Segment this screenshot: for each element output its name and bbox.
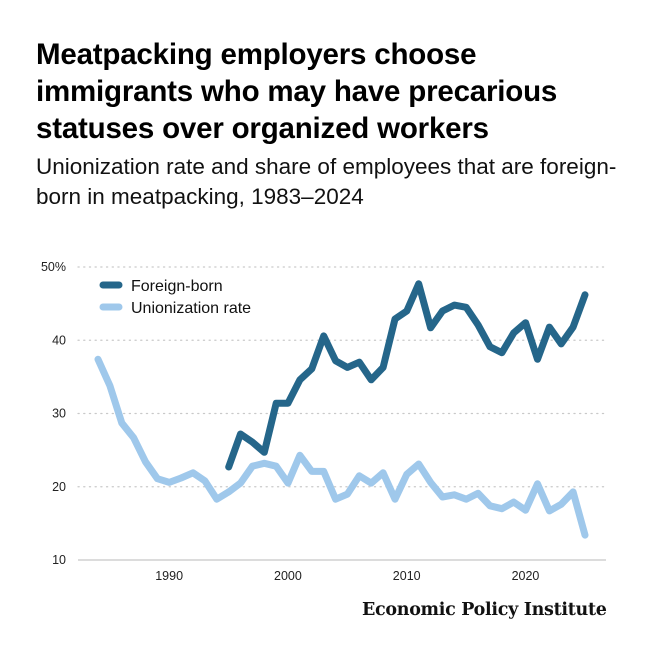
legend: Foreign-born Unionization rate bbox=[99, 278, 251, 317]
y-tick-label: 30 bbox=[52, 407, 66, 421]
publisher-logo: Economic Policy Institute bbox=[362, 600, 607, 620]
x-axis-ticks: 1990 2000 2010 2020 bbox=[155, 569, 539, 583]
y-tick-label: 50% bbox=[41, 260, 66, 274]
series-line-foreign-born bbox=[225, 280, 589, 471]
series-lines bbox=[94, 280, 589, 539]
y-tick-label: 40 bbox=[52, 333, 66, 347]
series-line-unionization-rate bbox=[94, 355, 589, 539]
x-tick-label: 2020 bbox=[512, 569, 540, 583]
chart-title: Meatpacking employers choose immigrants … bbox=[36, 38, 558, 145]
y-axis-ticks: 10 20 30 40 50% bbox=[41, 260, 66, 567]
x-tick-label: 1990 bbox=[155, 569, 183, 583]
x-tick-label: 2000 bbox=[274, 569, 302, 583]
x-tick-label: 2010 bbox=[393, 569, 421, 583]
legend-label: Foreign-born bbox=[131, 278, 223, 295]
chart-subtitle: Unionization rate and share of employees… bbox=[36, 154, 617, 209]
legend-label: Unionization rate bbox=[131, 300, 251, 317]
gridlines bbox=[77, 266, 607, 561]
y-tick-label: 10 bbox=[52, 553, 66, 567]
y-tick-label: 20 bbox=[52, 480, 66, 494]
